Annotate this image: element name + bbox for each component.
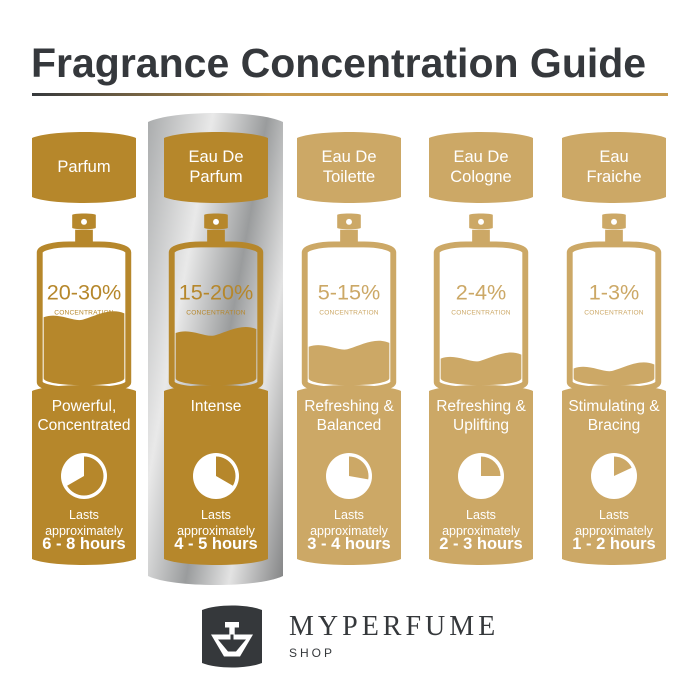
svg-text:2-4%: 2-4%	[456, 280, 506, 305]
svg-text:20-30%: 20-30%	[47, 280, 122, 305]
svg-text:1-3%: 1-3%	[589, 280, 639, 305]
svg-text:CONCENTRATION: CONCENTRATION	[584, 309, 643, 316]
svg-text:CONCENTRATION: CONCENTRATION	[186, 309, 245, 316]
svg-text:CONCENTRATION: CONCENTRATION	[54, 309, 113, 316]
svg-text:5-15%: 5-15%	[318, 280, 381, 305]
svg-text:15-20%: 15-20%	[179, 280, 254, 305]
svg-text:CONCENTRATION: CONCENTRATION	[319, 309, 378, 316]
svg-text:CONCENTRATION: CONCENTRATION	[451, 309, 510, 316]
